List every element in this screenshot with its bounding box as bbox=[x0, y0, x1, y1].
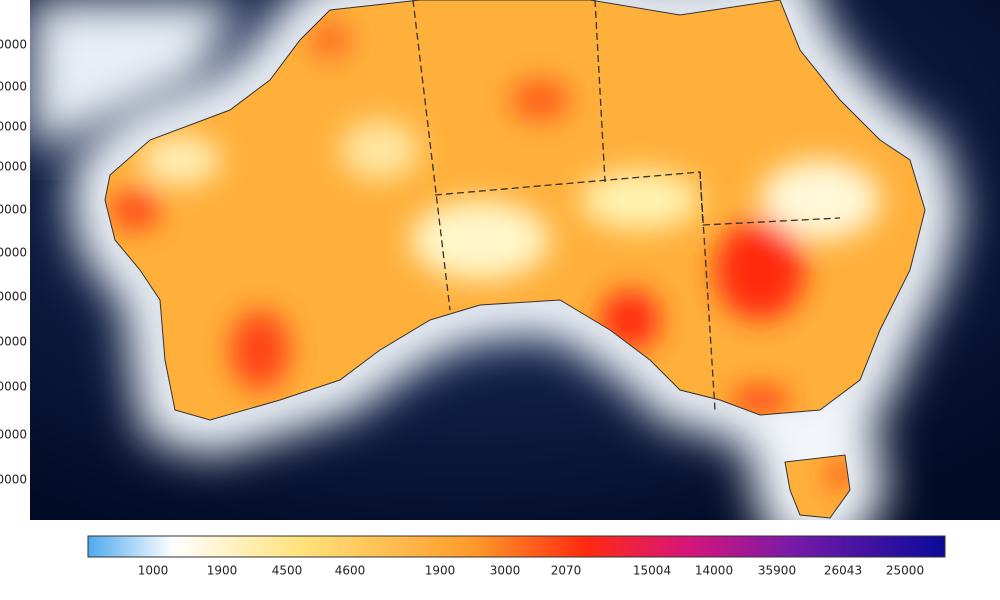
colorbar-label: 26043 bbox=[824, 564, 862, 578]
axis-label: 0000 bbox=[0, 335, 27, 349]
axis-label: 0000 bbox=[0, 80, 27, 94]
colorbar-label: 25000 bbox=[886, 564, 924, 578]
axis-label: 0000 bbox=[0, 160, 27, 174]
colorbar-label: 15004 bbox=[633, 564, 671, 578]
axis-label: 0000 bbox=[0, 38, 27, 52]
colorbar-label: 1900 bbox=[425, 564, 456, 578]
axis-label: 0000 bbox=[0, 203, 27, 217]
colorbar-label: 1000 bbox=[138, 564, 169, 578]
colorbar-label: 2070 bbox=[551, 564, 582, 578]
axis-label: 0000 bbox=[0, 473, 27, 487]
state-borders bbox=[412, 0, 841, 411]
colorbar bbox=[87, 535, 946, 558]
colorbar-label: 4600 bbox=[335, 564, 366, 578]
haze bbox=[30, 0, 240, 150]
axis-label: 0000 bbox=[0, 290, 27, 304]
colorbar-label: 14000 bbox=[695, 564, 733, 578]
axis-label: 0000 bbox=[0, 428, 27, 442]
colorbar-label: 1900 bbox=[207, 564, 238, 578]
map-area bbox=[30, 0, 1000, 520]
colorbar-label: 35900 bbox=[758, 564, 796, 578]
axis-label: 0000 bbox=[0, 246, 27, 260]
axis-label: 0000 bbox=[0, 120, 27, 134]
axis-label: 0000 bbox=[0, 380, 27, 394]
colorbar-label: 4500 bbox=[272, 564, 303, 578]
heat-field bbox=[110, 20, 880, 490]
colorbar-label: 3000 bbox=[490, 564, 521, 578]
